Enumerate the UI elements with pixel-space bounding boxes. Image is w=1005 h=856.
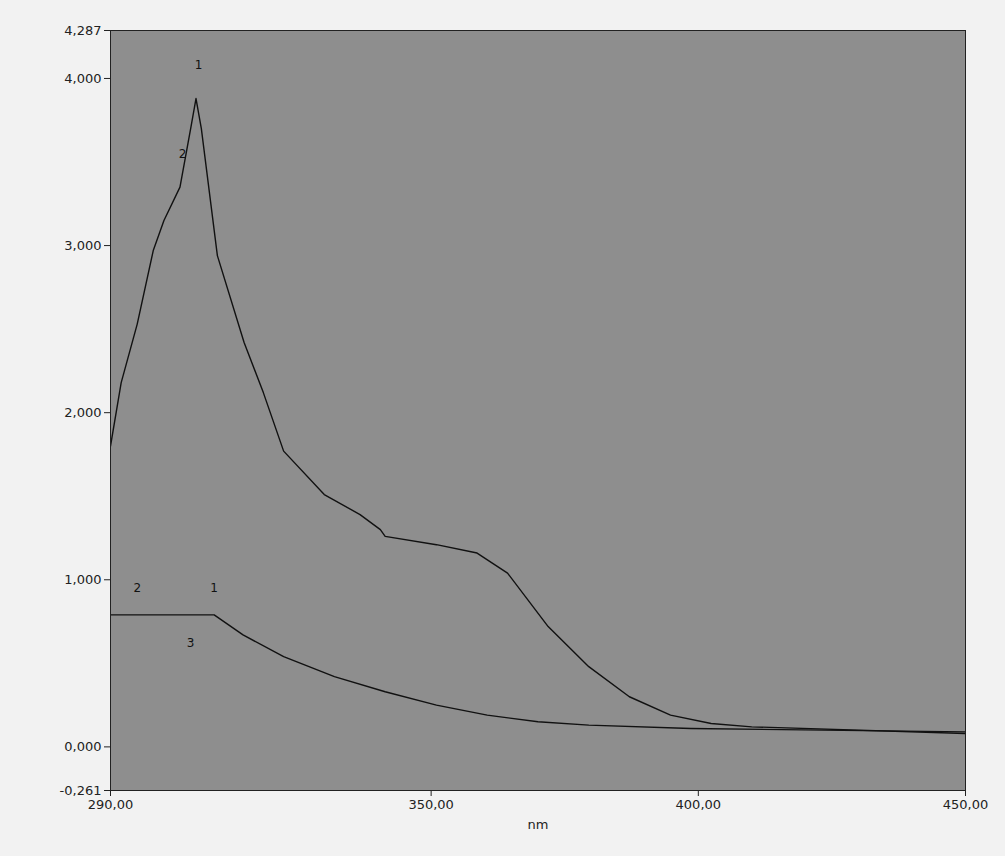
svg-text:2,000: 2,000 <box>64 405 101 420</box>
svg-text:3,000: 3,000 <box>64 238 101 253</box>
svg-text:3: 3 <box>187 636 195 650</box>
svg-text:4,287: 4,287 <box>64 23 101 38</box>
svg-text:nm: nm <box>528 817 549 832</box>
svg-text:2: 2 <box>133 581 141 595</box>
svg-text:400,00: 400,00 <box>676 797 722 812</box>
svg-text:450,00: 450,00 <box>943 797 989 812</box>
svg-text:1: 1 <box>195 58 203 72</box>
svg-text:-0,261: -0,261 <box>60 783 102 798</box>
svg-text:2: 2 <box>179 146 187 160</box>
svg-text:0,000: 0,000 <box>64 739 101 754</box>
svg-text:4,000: 4,000 <box>64 71 101 86</box>
svg-text:350,00: 350,00 <box>408 797 454 812</box>
svg-text:1,000: 1,000 <box>64 572 101 587</box>
svg-text:1: 1 <box>210 581 218 595</box>
svg-text:290,00: 290,00 <box>88 797 134 812</box>
